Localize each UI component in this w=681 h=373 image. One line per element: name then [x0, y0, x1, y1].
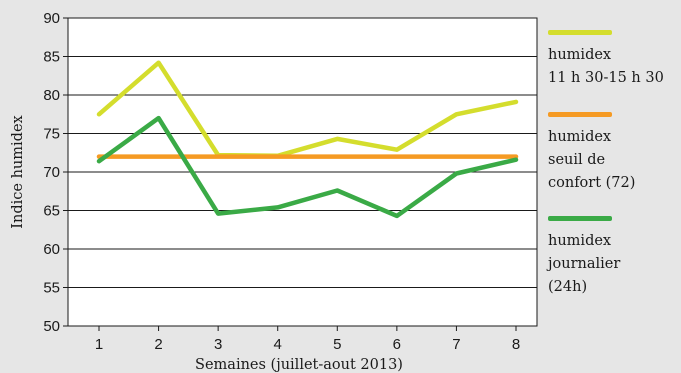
y-tick-label: 50 [43, 318, 60, 335]
series-lines [96, 60, 519, 219]
x-axis-title: Semaines (juillet-aout 2013) [195, 357, 403, 373]
y-axis-title: Indice humidex [10, 115, 26, 228]
legend-swatch [548, 216, 612, 221]
legend-swatch [548, 112, 612, 117]
legend-label: humidex seuil de confort (72) [548, 129, 636, 191]
series-line-2 [96, 115, 519, 219]
y-tick-label: 65 [43, 203, 60, 220]
legend-label: humidex 11 h 30-15 h 30 [548, 47, 664, 86]
y-tick-labels: 50 55 60 65 70 75 80 85 90 [43, 10, 60, 335]
x-tick-label: 1 [95, 336, 103, 353]
y-tick-label: 70 [43, 164, 60, 181]
x-tick-label: 4 [274, 336, 282, 353]
legend: humidex 11 h 30-15 h 30 humidex seuil de… [548, 0, 681, 373]
x-tick-label: 3 [214, 336, 222, 353]
legend-label: humidex journalier (24h) [548, 233, 621, 295]
y-tick-label: 60 [43, 241, 60, 258]
y-tick-label: 85 [43, 49, 60, 66]
x-tick-label: 7 [452, 336, 460, 353]
y-tick-label: 80 [43, 87, 60, 104]
y-tick-label: 90 [43, 10, 60, 27]
x-tick-label: 8 [512, 336, 520, 353]
legend-swatch [548, 30, 612, 35]
x-tick-label: 6 [393, 336, 401, 353]
x-tick-labels: 1 2 3 4 5 6 7 8 [95, 326, 520, 353]
x-tick-label: 2 [154, 336, 162, 353]
x-tick-label: 5 [333, 336, 341, 353]
y-tick-label: 55 [43, 280, 60, 297]
series-line-0 [96, 60, 519, 159]
y-tick-label: 75 [43, 126, 60, 143]
